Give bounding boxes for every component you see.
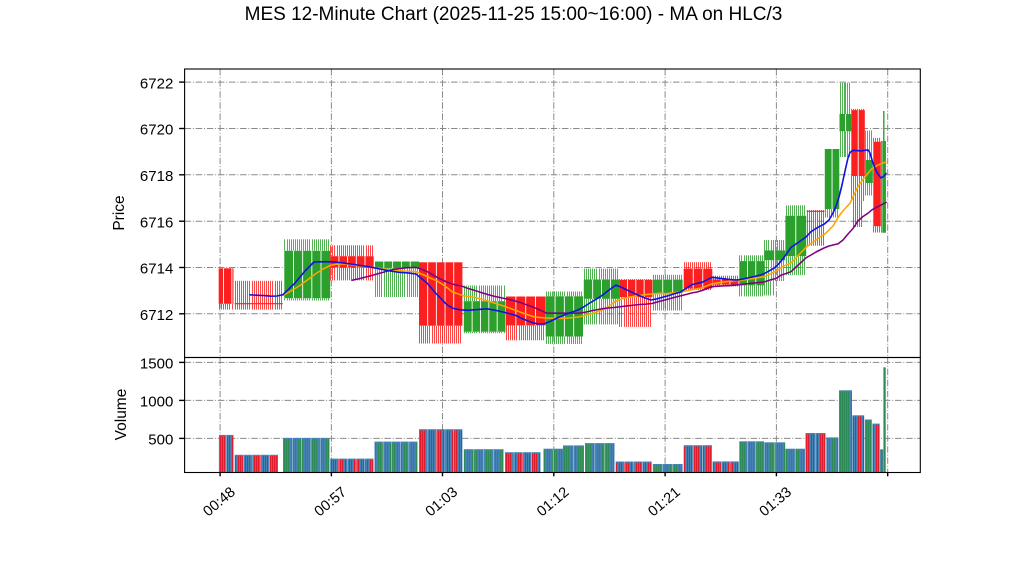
svg-text:1500: 1500 [140, 356, 173, 373]
svg-text:1000: 1000 [140, 394, 173, 411]
svg-text:Volume: Volume [113, 389, 130, 441]
svg-text:6714: 6714 [140, 261, 173, 278]
svg-text:6722: 6722 [140, 75, 173, 92]
svg-text:6720: 6720 [140, 122, 173, 139]
svg-text:500: 500 [148, 432, 173, 449]
svg-text:6712: 6712 [140, 307, 173, 324]
svg-text:6718: 6718 [140, 168, 173, 185]
svg-text:6716: 6716 [140, 214, 173, 231]
svg-text:MES 12-Minute Chart (2025-11-2: MES 12-Minute Chart (2025-11-25 15:00~16… [245, 4, 783, 25]
svg-text:Price: Price [111, 195, 128, 230]
